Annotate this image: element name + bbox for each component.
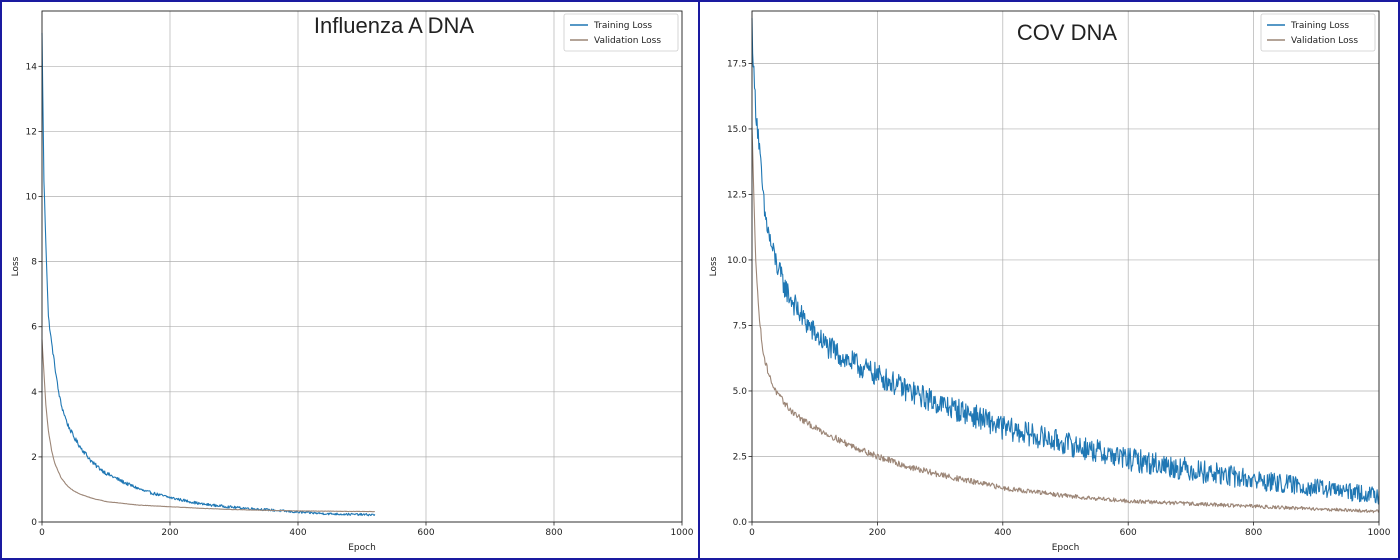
y-tick-label: 12.5 (727, 190, 747, 200)
x-tick-label: 600 (1120, 528, 1137, 538)
chart-title: Influenza A DNA (314, 13, 475, 38)
y-tick-label: 12 (26, 127, 37, 137)
x-tick-label: 400 (289, 528, 306, 538)
x-tick-label: 0 (749, 528, 755, 538)
x-tick-label: 200 (161, 528, 178, 538)
x-tick-label: 200 (869, 528, 886, 538)
legend: Training Loss Validation Loss (563, 13, 679, 52)
series-line-validation-loss (751, 127, 1380, 514)
y-tick-label: 7.5 (733, 321, 747, 331)
series-line-training-loss (41, 32, 376, 517)
x-axis-label: Epoch (1052, 543, 1080, 553)
y-axis-label: Loss (11, 256, 21, 276)
y-tick-label: 14 (26, 62, 38, 72)
y-tick-label: 8 (31, 258, 37, 268)
x-tick-label: 800 (1245, 528, 1262, 538)
chart-cov-dna: 0 200 400 600 800 1000 0.0 2.5 5.0 7.5 10.0 12.5 15.… (709, 10, 1391, 553)
series-line-training-loss (751, 18, 1380, 505)
x-tick-label: 800 (545, 528, 562, 538)
legend-entry: Validation Loss (594, 36, 661, 46)
y-axis-label: Loss (709, 256, 719, 276)
y-tick-label: 15.0 (727, 125, 747, 135)
y-tick-label: 4 (31, 388, 37, 398)
y-tick-label: 10 (26, 193, 38, 203)
y-tick-label: 6 (31, 323, 37, 333)
x-tick-label: 400 (994, 528, 1011, 538)
plot-frame (751, 10, 1380, 523)
y-tick-label: 0 (31, 518, 37, 528)
series-line-validation-loss (41, 339, 375, 513)
legend-box (563, 13, 679, 52)
y-tick-label: 5.0 (733, 387, 748, 397)
legend-entry: Training Loss (1290, 21, 1349, 31)
x-tick-label: 1000 (671, 528, 694, 538)
y-tick-label: 2 (31, 453, 37, 463)
legend-box (1260, 13, 1376, 52)
x-tick-label: 0 (39, 528, 45, 538)
legend-entry: Training Loss (593, 21, 652, 31)
chart-influenza-a-dna: 0 200 400 600 800 1000 0 2 4 6 8 10 12 14 Epoch Loss Inf… (11, 10, 694, 553)
plot-frame (41, 10, 683, 523)
x-tick-label: 1000 (1368, 528, 1391, 538)
y-tick-label: 2.5 (733, 452, 747, 462)
y-tick-label: 17.5 (727, 59, 747, 69)
x-axis-label: Epoch (348, 543, 376, 553)
chart-title: COV DNA (1017, 20, 1118, 45)
chart-panel-cov: 0 200 400 600 800 1000 0.0 2.5 5.0 7.5 10.0 12.5 15.… (698, 0, 1400, 560)
y-tick-label: 10.0 (727, 256, 747, 266)
chart-panel-influenza: 0 200 400 600 800 1000 0 2 4 6 8 10 12 14 Epoch Loss Inf… (0, 0, 700, 560)
legend: Training Loss Validation Loss (1260, 13, 1376, 52)
x-tick-label: 600 (417, 528, 434, 538)
legend-entry: Validation Loss (1291, 36, 1358, 46)
y-tick-label: 0.0 (733, 518, 748, 528)
